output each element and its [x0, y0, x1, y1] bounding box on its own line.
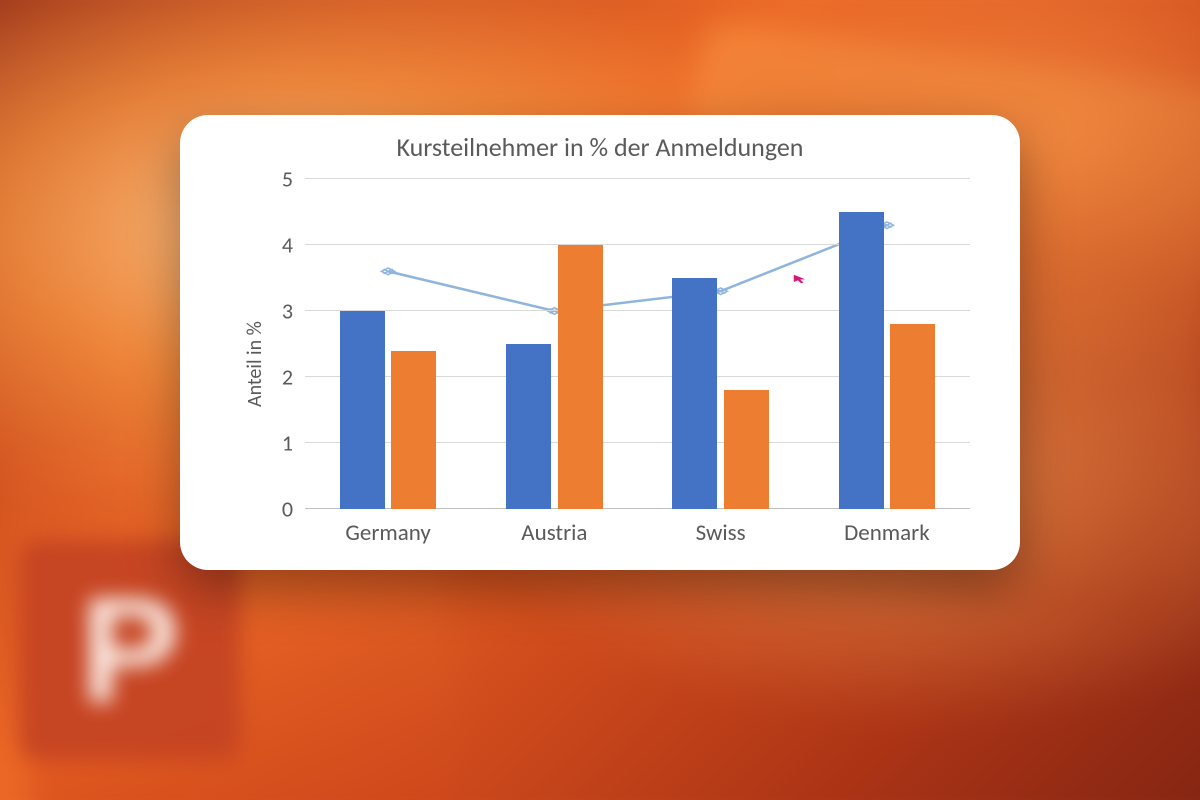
x-tick-label: Austria — [521, 509, 587, 547]
y-tick-label: 4 — [282, 232, 305, 259]
plot-area: 012345GermanyAustriaSwissDenmark — [305, 179, 970, 509]
y-tick-label: 0 — [282, 496, 305, 523]
bar — [391, 351, 436, 509]
x-tick-label: Germany — [345, 509, 430, 547]
bar — [340, 311, 385, 509]
powerpoint-p-letter: P — [80, 564, 180, 737]
bar — [506, 344, 551, 509]
powerpoint-icon: P — [20, 540, 240, 760]
bar — [672, 278, 717, 509]
bar — [724, 390, 769, 509]
chart-body: Anteil in % 012345GermanyAustriaSwissDen… — [210, 169, 990, 559]
x-tick-label: Denmark — [844, 509, 930, 547]
bar — [890, 324, 935, 509]
x-tick-label: Swiss — [696, 509, 746, 547]
bar — [558, 245, 603, 509]
y-tick-label: 5 — [282, 166, 305, 193]
y-tick-label: 1 — [282, 430, 305, 457]
chart-title: Kursteilnehmer in % der Anmeldungen — [210, 131, 990, 163]
stage: P Kursteilnehmer in % der Anmeldungen An… — [0, 0, 1200, 800]
chart-card: Kursteilnehmer in % der Anmeldungen Ante… — [180, 115, 1020, 570]
y-tick-label: 3 — [282, 298, 305, 325]
bar — [839, 212, 884, 509]
y-axis-title: Anteil in % — [243, 321, 267, 407]
cursor-icon — [794, 275, 805, 284]
gridline — [305, 178, 970, 179]
y-tick-label: 2 — [282, 364, 305, 391]
line-series — [388, 225, 887, 311]
